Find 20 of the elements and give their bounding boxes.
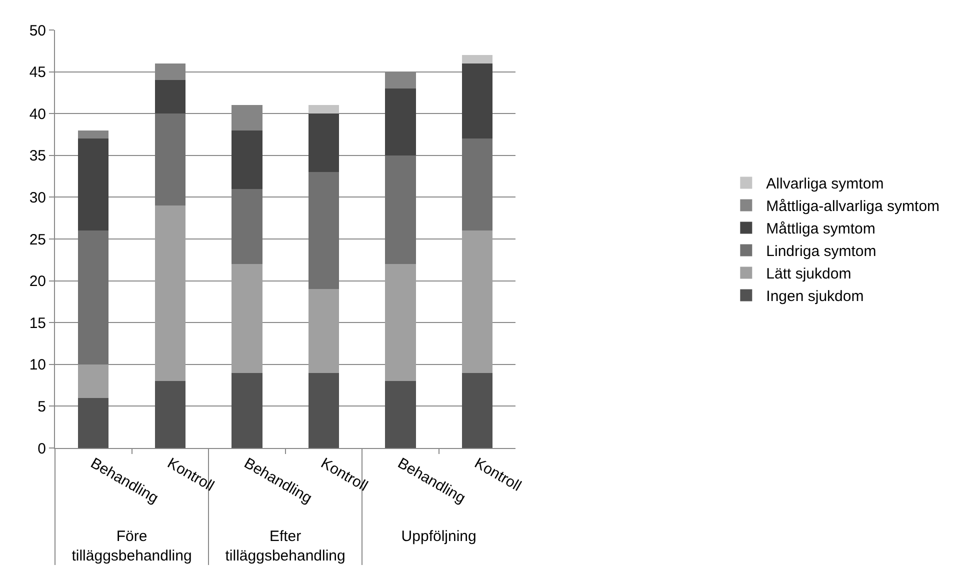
y-tick-label: 5 [38,398,46,416]
y-tick-label: 30 [29,189,46,206]
y-tick-label: 35 [29,148,46,165]
y-tick-label: 50 [29,22,46,40]
legend-label: Måttliga symtom [766,220,876,238]
y-tick-label: 10 [29,356,46,374]
legend-label: Allvarliga symtom [766,176,884,193]
legend-label: Ingen sjukdom [766,288,864,306]
y-tick-label: 40 [29,106,46,123]
text: Efter tilläggsbehandling [225,528,346,564]
legend-label: Måttliga-allvarliga symtom [766,198,940,216]
y-tick-label: 0 [38,440,46,458]
y-tick-label: 15 [29,314,46,332]
y-tick-label: 45 [29,64,46,82]
text: Före tilläggsbehandling [72,528,192,564]
legend-label: Lindriga symtom [766,243,876,260]
legend-label: Lätt sjukdom [766,266,852,283]
y-tick-label: 20 [29,273,46,290]
y-tick-label: 25 [29,231,46,248]
text: Uppföljning [401,528,476,545]
